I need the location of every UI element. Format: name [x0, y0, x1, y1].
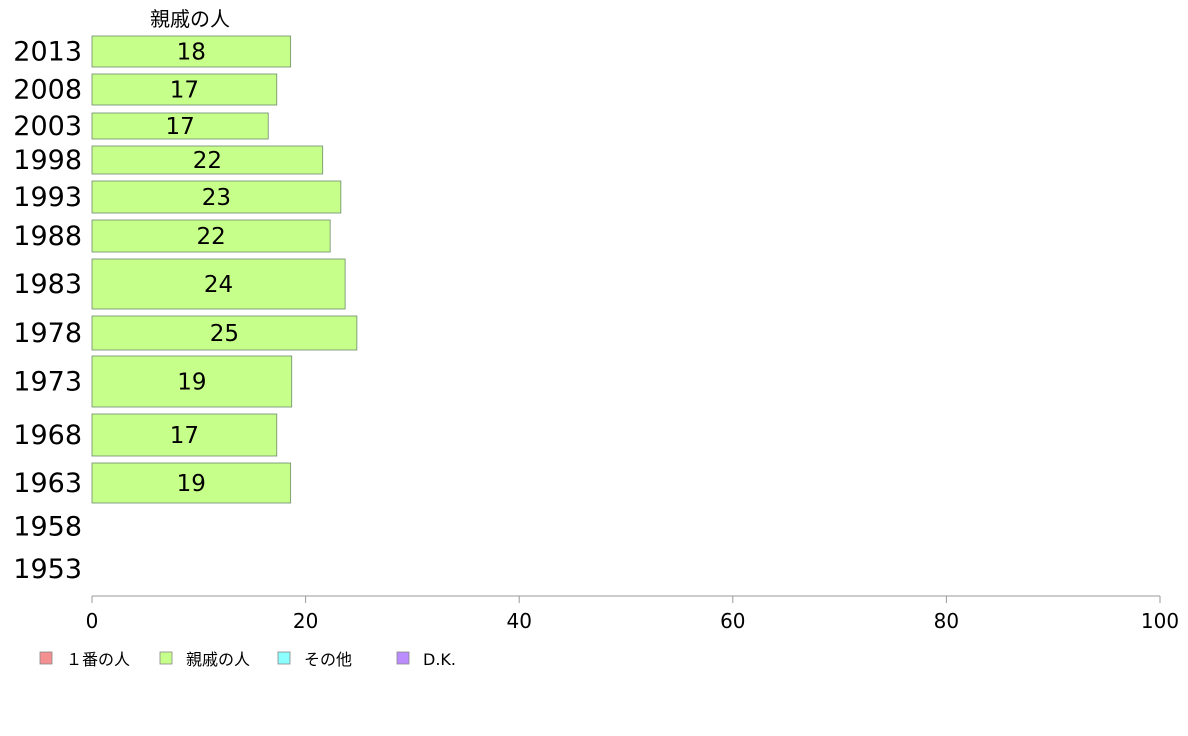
bar-value-label: 17 — [170, 78, 199, 104]
bar — [91, 219, 331, 253]
x-tick-label: 0 — [86, 609, 99, 633]
bar — [91, 258, 346, 310]
bar — [91, 112, 269, 140]
legend-label: D.K. — [423, 650, 456, 669]
legend-swatch — [39, 651, 53, 665]
bar-value-label: 23 — [202, 185, 231, 211]
bar-value-label: 22 — [193, 148, 222, 174]
category-label: 1953 — [13, 554, 82, 585]
category-label: 1993 — [13, 182, 82, 213]
category-label: 1968 — [13, 420, 82, 451]
x-axis: 0 20 40 60 80 100 — [86, 595, 1179, 633]
category-label: 2008 — [13, 75, 82, 106]
bar — [91, 145, 324, 175]
legend-label: 親戚の人 — [186, 650, 250, 669]
bar — [91, 355, 293, 408]
x-tick-label: 100 — [1141, 609, 1179, 633]
legend-label: その他 — [304, 650, 352, 669]
legend-swatch — [277, 651, 291, 665]
legend-swatch — [396, 651, 410, 665]
bar-value-label: 19 — [177, 370, 206, 396]
bar-value-label: 18 — [177, 40, 206, 66]
category-label: 1973 — [13, 367, 82, 398]
bar-value-label: 17 — [170, 423, 199, 449]
bar-value-label: 22 — [196, 224, 225, 250]
category-label: 1958 — [13, 512, 82, 543]
bar-value-label: 25 — [210, 321, 239, 347]
category-label: 2013 — [13, 37, 82, 68]
bar-value-label: 19 — [177, 471, 206, 497]
bar-value-label: 24 — [204, 272, 233, 298]
x-tick-label: 20 — [293, 609, 318, 633]
bar — [91, 315, 358, 351]
category-label: 2003 — [13, 111, 82, 142]
chart-title: 親戚の人 — [150, 7, 230, 31]
bar-value-label: 17 — [165, 114, 194, 140]
x-tick-label: 40 — [506, 609, 531, 633]
bar — [91, 35, 292, 68]
bar — [91, 413, 278, 457]
x-tick-label: 80 — [934, 609, 959, 633]
bar — [91, 462, 292, 504]
legend-label: １番の人 — [66, 650, 130, 669]
category-label: 1983 — [13, 269, 82, 300]
category-label: 1998 — [13, 145, 82, 176]
legend-swatch — [159, 651, 173, 665]
bars — [91, 35, 358, 504]
category-label: 1988 — [13, 221, 82, 252]
legend: １番の人 親戚の人 その他 D.K. — [39, 650, 456, 669]
category-label: 1963 — [13, 468, 82, 499]
category-label: 1978 — [13, 318, 82, 349]
bar — [91, 73, 278, 106]
x-tick-label: 60 — [720, 609, 745, 633]
bar — [91, 180, 342, 214]
